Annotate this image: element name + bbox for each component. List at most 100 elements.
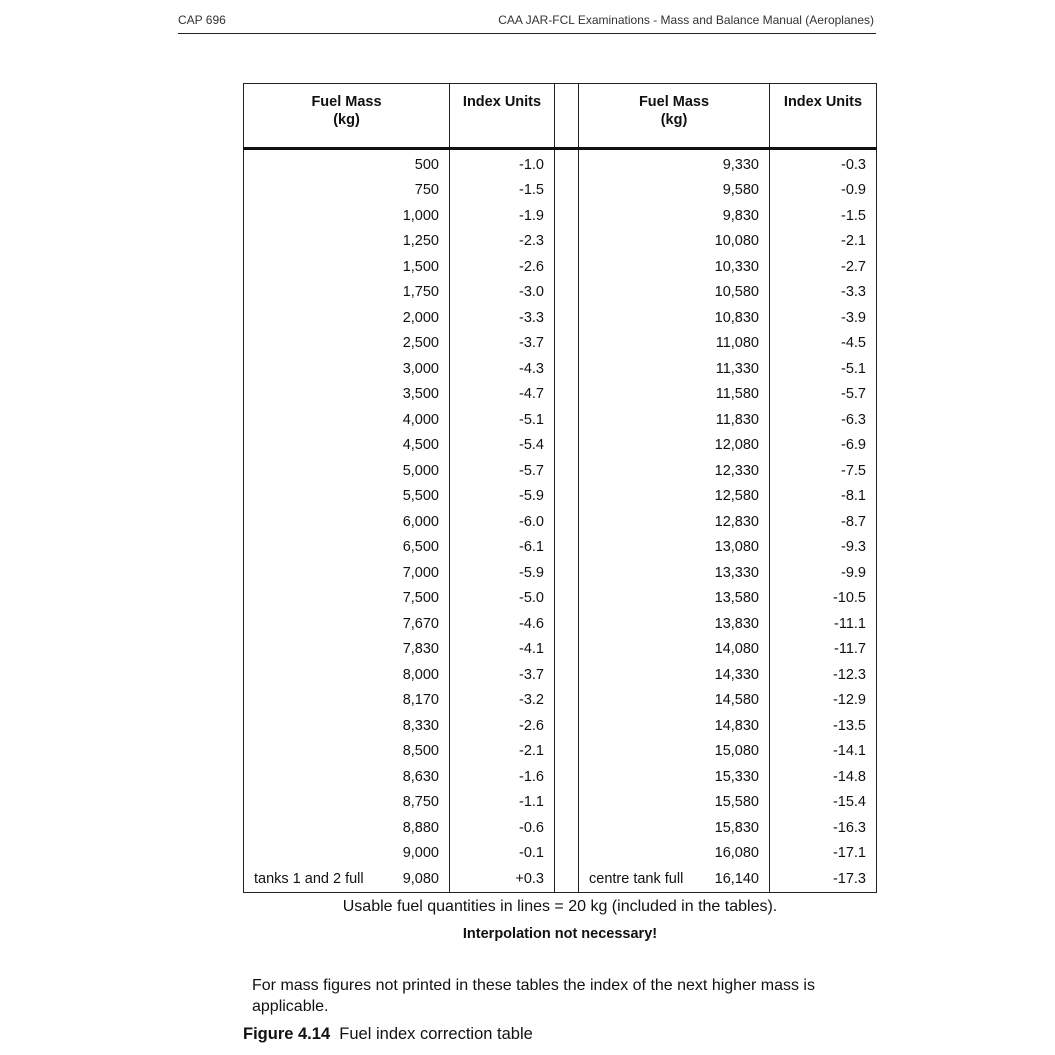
fuel-mass-cell: 10,580 [578,279,770,305]
fuel-mass-value: 9,000 [402,845,439,862]
fuel-mass-cell: 13,830 [578,611,770,637]
table-row: 8,170 -3.2 14,580 -12.9 [243,687,877,713]
index-units-cell: -2.1 [449,738,555,764]
table-row: 1,750 -3.0 10,580 -3.3 [243,279,877,305]
header-fuel-mass-left: Fuel Mass (kg) [243,83,450,150]
fuel-mass-cell: 11,330 [578,356,770,382]
fuel-mass-value: 10,830 [714,309,759,326]
gap-cell [554,356,579,382]
index-units-cell: +0.3 [449,866,555,892]
fuel-mass-cell: 7,500 [243,585,450,611]
table-row: 8,750 -1.1 15,580 -15.4 [243,789,877,815]
fuel-mass-cell: 16,080 [578,840,770,866]
index-units-cell: -2.6 [449,713,555,739]
index-units-cell: -6.3 [769,407,877,433]
fuel-mass-cell: 12,330 [578,458,770,484]
fuel-mass-value: 16,080 [714,845,759,862]
fuel-mass-value: 15,330 [714,768,759,785]
table-row: 1,500 -2.6 10,330 -2.7 [243,254,877,280]
fuel-mass-value: 14,830 [714,717,759,734]
table-row: 7,000 -5.9 13,330 -9.9 [243,560,877,586]
table-row: 5,000 -5.7 12,330 -7.5 [243,458,877,484]
fuel-mass-cell: 4,000 [243,407,450,433]
gap-cell [554,177,579,203]
table-row: 7,500 -5.0 13,580 -10.5 [243,585,877,611]
index-units-cell: -11.1 [769,611,877,637]
fuel-mass-cell: 6,000 [243,509,450,535]
gap-cell [554,611,579,637]
fuel-mass-cell: 8,170 [243,687,450,713]
index-units-cell: -8.7 [769,509,877,535]
table-row: 5,500 -5.9 12,580 -8.1 [243,483,877,509]
fuel-mass-cell: 1,250 [243,228,450,254]
usable-fuel-note: Usable fuel quantities in lines = 20 kg … [342,898,778,915]
fuel-mass-cell: 14,330 [578,662,770,688]
fuel-mass-value: 1,500 [402,258,439,275]
fuel-mass-value: 15,580 [714,794,759,811]
fuel-mass-cell: 5,000 [243,458,450,484]
index-units-cell: -0.3 [769,148,877,178]
fuel-mass-cell: 1,000 [243,203,450,229]
index-units-cell: -15.4 [769,789,877,815]
index-units-cell: -3.3 [769,279,877,305]
table-row: 500 -1.0 9,330 -0.3 [243,148,877,178]
index-units-cell: -6.9 [769,432,877,458]
fuel-mass-cell: 15,830 [578,815,770,841]
index-units-cell: -5.7 [449,458,555,484]
index-units-cell: -2.1 [769,228,877,254]
fuel-mass-cell: 5,500 [243,483,450,509]
fuel-mass-value: 13,580 [714,590,759,607]
index-units-cell: -9.9 [769,560,877,586]
index-units-cell: -9.3 [769,534,877,560]
index-units-cell: -4.6 [449,611,555,637]
fuel-mass-value: 11,830 [715,411,759,428]
fuel-mass-cell: 12,830 [578,509,770,535]
fuel-mass-value: 15,080 [714,743,759,760]
fuel-mass-cell: 10,830 [578,305,770,331]
fuel-mass-value: 7,000 [402,564,439,581]
table-row: 3,000 -4.3 11,330 -5.1 [243,356,877,382]
gap-cell [554,432,579,458]
gap-cell [554,585,579,611]
index-units-cell: -8.1 [769,483,877,509]
index-units-cell: -13.5 [769,713,877,739]
fuel-mass-value: 9,080 [402,870,439,887]
table-row: 8,000 -3.7 14,330 -12.3 [243,662,877,688]
index-units-cell: -3.3 [449,305,555,331]
index-units-cell: -10.5 [769,585,877,611]
fuel-mass-cell: 14,080 [578,636,770,662]
index-units-cell: -12.3 [769,662,877,688]
interpolation-note: Interpolation not necessary! [462,926,658,942]
table-row: 6,500 -6.1 13,080 -9.3 [243,534,877,560]
index-units-cell: -17.1 [769,840,877,866]
fuel-mass-value: 8,000 [402,666,439,683]
gap-cell [554,330,579,356]
gap-cell [554,254,579,280]
figure-number: Figure 4.14 [243,1025,331,1043]
fuel-mass-value: 4,000 [402,411,439,428]
fuel-mass-value: 10,330 [714,258,759,275]
fuel-mass-cell: 8,750 [243,789,450,815]
table-row: 2,500 -3.7 11,080 -4.5 [243,330,877,356]
fuel-mass-value: 9,830 [722,207,759,224]
table-header: Fuel Mass (kg) Index Units Fuel Mass (kg) … [243,83,877,150]
fuel-mass-value: 8,170 [402,692,439,709]
fuel-index-table: Fuel Mass (kg) Index Units Fuel Mass (kg) … [243,83,877,893]
index-units-cell: -4.1 [449,636,555,662]
index-units-cell: -17.3 [769,866,877,892]
fuel-mass-value: 8,880 [402,819,439,836]
fuel-mass-cell: 7,000 [243,560,450,586]
fuel-mass-cell: 14,580 [578,687,770,713]
table-row: 8,630 -1.6 15,330 -14.8 [243,764,877,790]
fuel-mass-value: 11,330 [715,360,759,377]
gap-cell [554,738,579,764]
fuel-mass-cell: 15,330 [578,764,770,790]
gap-cell [554,687,579,713]
fuel-mass-value: 7,670 [402,615,439,632]
index-units-cell: -1.0 [449,148,555,178]
fuel-mass-cell: 750 [243,177,450,203]
fuel-mass-cell: 7,670 [243,611,450,637]
fuel-mass-cell: tanks 1 and 2 full 9,080 [243,866,450,892]
table-row: 7,830 -4.1 14,080 -11.7 [243,636,877,662]
document-title: CAA JAR-FCL Examinations - Mass and Bala… [498,13,874,27]
